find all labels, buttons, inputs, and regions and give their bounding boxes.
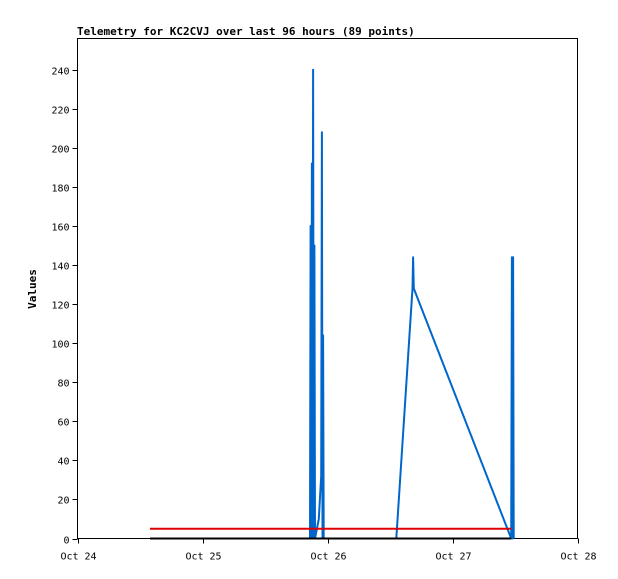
x-tick-label: Oct 25	[185, 552, 221, 563]
series-line-0	[309, 68, 515, 540]
x-axis: Oct 24 Oct 25 Oct 26 Oct 27 Oct 28	[60, 538, 597, 563]
x-tick-label: Oct 27	[435, 552, 471, 563]
y-tick-label: 40	[57, 457, 69, 468]
x-tick-label: Oct 24	[60, 552, 96, 563]
chart-title: Telemetry for KC2CVJ over last 96 hours …	[77, 25, 415, 38]
y-tick-label: 220	[51, 106, 69, 117]
series-layer	[150, 68, 515, 540]
y-tick-label: 120	[51, 301, 69, 312]
y-tick-label: 80	[57, 379, 69, 390]
y-tick-label: 60	[57, 418, 69, 429]
y-tick-label: 180	[51, 184, 69, 195]
y-axis: 0 20 40 60 80 100 120 140 160 180 200 220 240	[51, 67, 78, 547]
x-tick-label: Oct 28	[560, 552, 596, 563]
y-tick-label: 0	[63, 536, 69, 547]
y-tick-label: 240	[51, 67, 69, 78]
x-tick-label: Oct 26	[310, 552, 346, 563]
y-axis-label: Values	[26, 269, 39, 309]
y-tick-label: 20	[57, 496, 69, 507]
y-tick-label: 160	[51, 223, 69, 234]
y-tick-label: 200	[51, 145, 69, 156]
y-tick-label: 100	[51, 340, 69, 351]
plot-area	[77, 38, 578, 539]
y-tick-label: 140	[51, 262, 69, 273]
